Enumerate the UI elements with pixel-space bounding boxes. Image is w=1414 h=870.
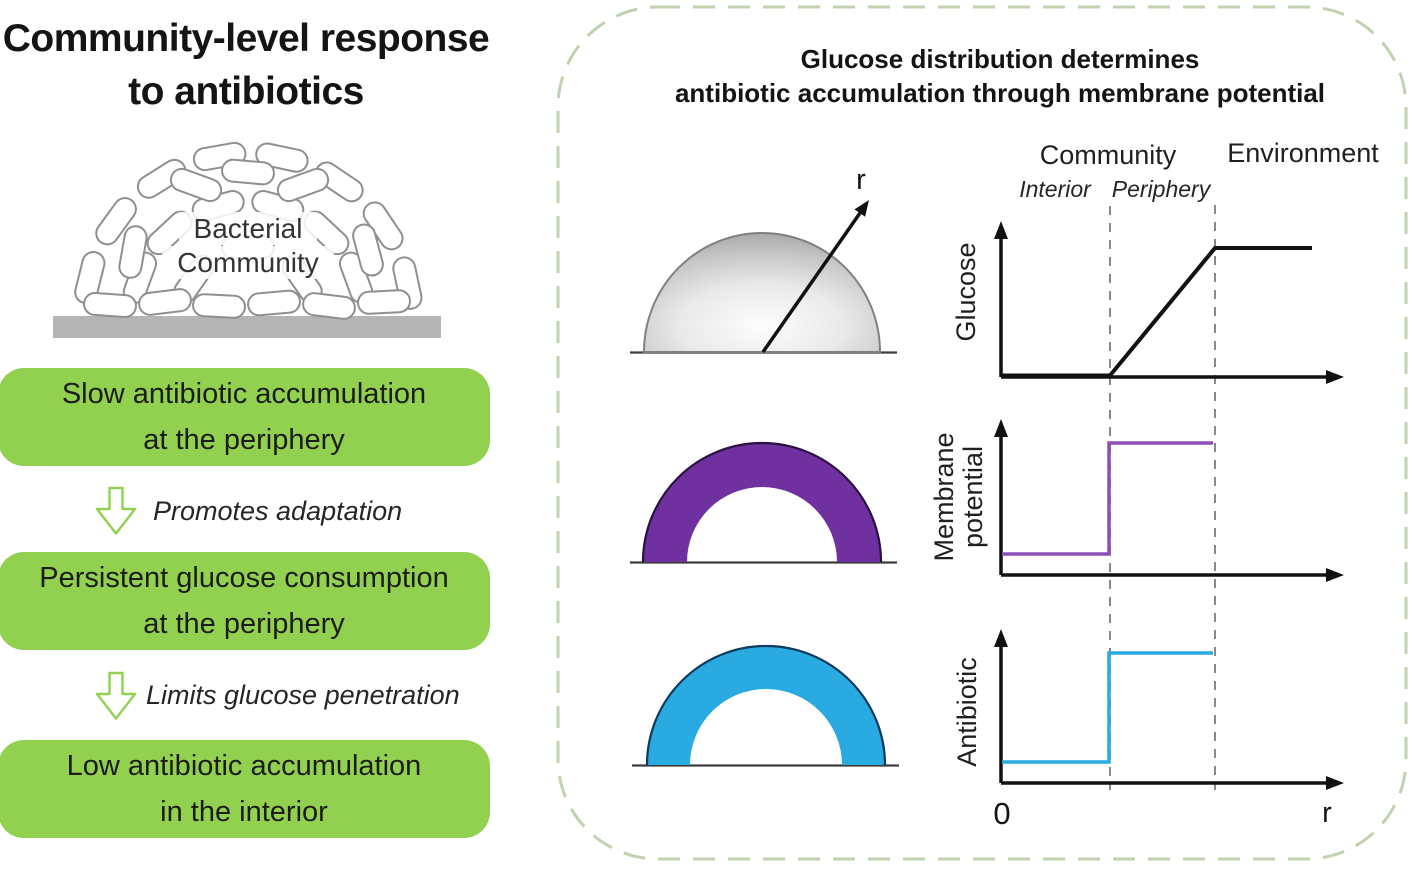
substrate-bar [53,316,441,338]
region-label-interior: Interior [1019,176,1091,202]
bacteria-label-line1: Bacterial [194,213,303,244]
bacteria-label-line2: Community [177,247,319,278]
region-label-periphery: Periphery [1111,176,1211,202]
membrane-yaxis-arrowhead [994,419,1008,437]
flow-box-line2: at the periphery [143,608,345,640]
dome-radius-arrowhead [854,200,869,217]
membrane-plot-axes [999,436,1330,577]
flow-box-low-accumulation: Low antibiotic accumulation in the inter… [0,740,490,838]
dome-radius-arrow [761,211,862,354]
glucose-curve [1002,246,1312,378]
membrane-potential-curve [1002,441,1213,556]
flow-box-glucose-consumption: Persistent glucose consumption at the pe… [0,552,490,650]
flow-arrow-label-promotes-adaptation: Promotes adaptation [153,496,403,526]
dome-radius-label: r [856,164,866,196]
x-axis-origin-label: 0 [993,796,1011,831]
bacteria-label-bg [162,246,334,279]
antibiotic-curve [1002,651,1213,764]
antibiotic-plot-axes [999,646,1330,785]
antibiotic-xaxis-arrowhead [1326,776,1344,790]
flow-box-slow-accumulation: Slow antibiotic accumulation at the peri… [0,368,490,466]
main-title-line1: Community-level response [2,17,490,60]
flow-box-line1: Low antibiotic accumulation [66,750,422,782]
purple-periphery-arch [643,443,881,562]
flow-arrow-label-limits-glucose: Limits glucose penetration [146,680,460,710]
purple-arch-outline [641,441,883,563]
region-label-environment: Environment [1227,138,1379,168]
bacterial-community-illustration: Bacterial Community [53,141,441,338]
membrane-potential-axis-label: Membrane potential [929,387,988,607]
gray-dome [642,232,882,353]
membrane-xaxis-arrowhead [1326,568,1344,582]
x-axis-end-label: r [1322,797,1332,829]
panel-dashed-border [556,5,1408,861]
flow-box-line2: in the interior [160,796,328,828]
main-title: Community-level response to antibiotics [0,12,492,118]
glucose-xaxis-arrowhead [1326,370,1344,384]
panel-title: Glucose distribution determines antibiot… [620,42,1380,110]
membrane-axis-label-line2: potential [958,445,988,549]
antibiotic-axis-label: Antibiotic [952,657,982,767]
glucose-axis-label: Glucose [951,242,981,342]
flow-box-line2: at the periphery [143,424,345,456]
cyan-arch-outline [645,644,887,766]
antibiotic-yaxis-arrowhead [994,629,1008,647]
flow-box-line1: Persistent glucose consumption [39,562,449,594]
panel-title-line1: Glucose distribution determines [800,44,1200,74]
cyan-periphery-arch [647,646,885,765]
glucose-yaxis-arrowhead [994,221,1008,239]
flow-down-arrow-icon [95,671,137,720]
flow-box-line1: Slow antibiotic accumulation [61,378,427,410]
panel-title-line2: antibiotic accumulation through membrane… [674,78,1326,108]
membrane-axis-label-line1: Membrane [929,432,959,562]
flow-down-arrow-icon [95,486,137,535]
bacteria-label-bg [179,212,317,245]
main-title-line2: to antibiotics [128,70,364,113]
region-label-community: Community [1039,140,1177,170]
